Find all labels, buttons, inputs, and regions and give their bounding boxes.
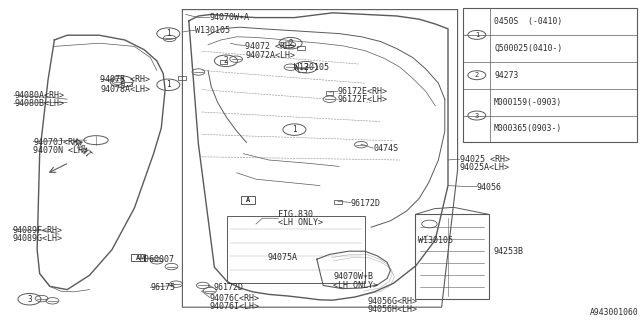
Text: <LH ONLY>: <LH ONLY> xyxy=(278,218,323,227)
Text: 94253B: 94253B xyxy=(493,247,524,256)
Text: 94078A<LH>: 94078A<LH> xyxy=(100,85,150,94)
Text: 1: 1 xyxy=(166,29,171,38)
Bar xyxy=(334,200,342,204)
Text: 94080A<RH>: 94080A<RH> xyxy=(14,92,64,100)
Text: 96172E<RH>: 96172E<RH> xyxy=(338,87,388,96)
Text: 94072A<LH>: 94072A<LH> xyxy=(245,52,295,60)
Text: 2: 2 xyxy=(119,77,124,86)
Bar xyxy=(227,216,365,283)
Text: 96172D: 96172D xyxy=(213,284,243,292)
Text: A943001060: A943001060 xyxy=(590,308,639,317)
Bar xyxy=(178,76,186,80)
Text: 0474S: 0474S xyxy=(373,144,398,153)
Text: M060007: M060007 xyxy=(140,255,175,264)
Text: 1: 1 xyxy=(166,80,171,89)
Text: FRONT: FRONT xyxy=(69,138,92,160)
Text: 94070N <LH>: 94070N <LH> xyxy=(33,146,88,155)
Text: 94070W∗B: 94070W∗B xyxy=(333,272,374,281)
Text: W130105: W130105 xyxy=(418,236,453,245)
Text: 2: 2 xyxy=(223,56,228,65)
Text: 3: 3 xyxy=(475,113,479,118)
Text: A: A xyxy=(136,255,140,260)
Text: 94056H<LH>: 94056H<LH> xyxy=(368,305,418,314)
Bar xyxy=(131,254,145,261)
Text: 1: 1 xyxy=(292,125,297,134)
Text: 94273: 94273 xyxy=(494,71,518,80)
Text: 94056G<RH>: 94056G<RH> xyxy=(368,297,418,306)
Text: 96175: 96175 xyxy=(150,284,175,292)
Text: 94078 <RH>: 94078 <RH> xyxy=(100,76,150,84)
Text: 96172D: 96172D xyxy=(351,199,381,208)
Text: 0450S  (-0410): 0450S (-0410) xyxy=(494,17,563,26)
Text: <LH ONLY>: <LH ONLY> xyxy=(333,281,378,290)
Text: 2: 2 xyxy=(475,72,479,78)
Text: 94076C<RH>: 94076C<RH> xyxy=(210,294,260,303)
Bar xyxy=(298,68,306,72)
Text: 94070J<RH>: 94070J<RH> xyxy=(33,138,83,147)
Bar xyxy=(124,82,132,86)
Text: A: A xyxy=(246,197,250,203)
Text: M000159(-0903): M000159(-0903) xyxy=(494,98,563,107)
Text: W130105: W130105 xyxy=(195,26,230,35)
Text: W130105: W130105 xyxy=(294,63,330,72)
Text: 94080B<LH>: 94080B<LH> xyxy=(14,100,64,108)
Text: 94075A: 94075A xyxy=(268,253,298,262)
Text: 94056: 94056 xyxy=(477,183,502,192)
Text: 94072 <RH>: 94072 <RH> xyxy=(245,42,295,51)
Text: 3: 3 xyxy=(27,295,32,304)
Text: 2: 2 xyxy=(288,39,293,48)
Text: 96172F<LH>: 96172F<LH> xyxy=(338,95,388,104)
Text: M000365(0903-): M000365(0903-) xyxy=(494,124,563,133)
Text: 1: 1 xyxy=(475,32,479,38)
Bar xyxy=(463,8,637,142)
Bar xyxy=(326,91,333,95)
Text: 94025A<LH>: 94025A<LH> xyxy=(460,164,509,172)
Text: FIG.830: FIG.830 xyxy=(278,210,314,219)
Text: Q500025(0410-): Q500025(0410-) xyxy=(494,44,563,53)
Text: 94089G<LH>: 94089G<LH> xyxy=(13,234,63,243)
Bar xyxy=(297,46,305,50)
Bar xyxy=(415,214,489,299)
Text: 94025 <RH>: 94025 <RH> xyxy=(460,156,509,164)
Text: 2: 2 xyxy=(303,63,308,72)
Bar xyxy=(220,60,227,64)
Text: 94070W∗A: 94070W∗A xyxy=(210,13,250,22)
Text: 94076I<LH>: 94076I<LH> xyxy=(210,302,260,311)
Text: 94089F<RH>: 94089F<RH> xyxy=(13,226,63,235)
Bar xyxy=(241,196,255,204)
